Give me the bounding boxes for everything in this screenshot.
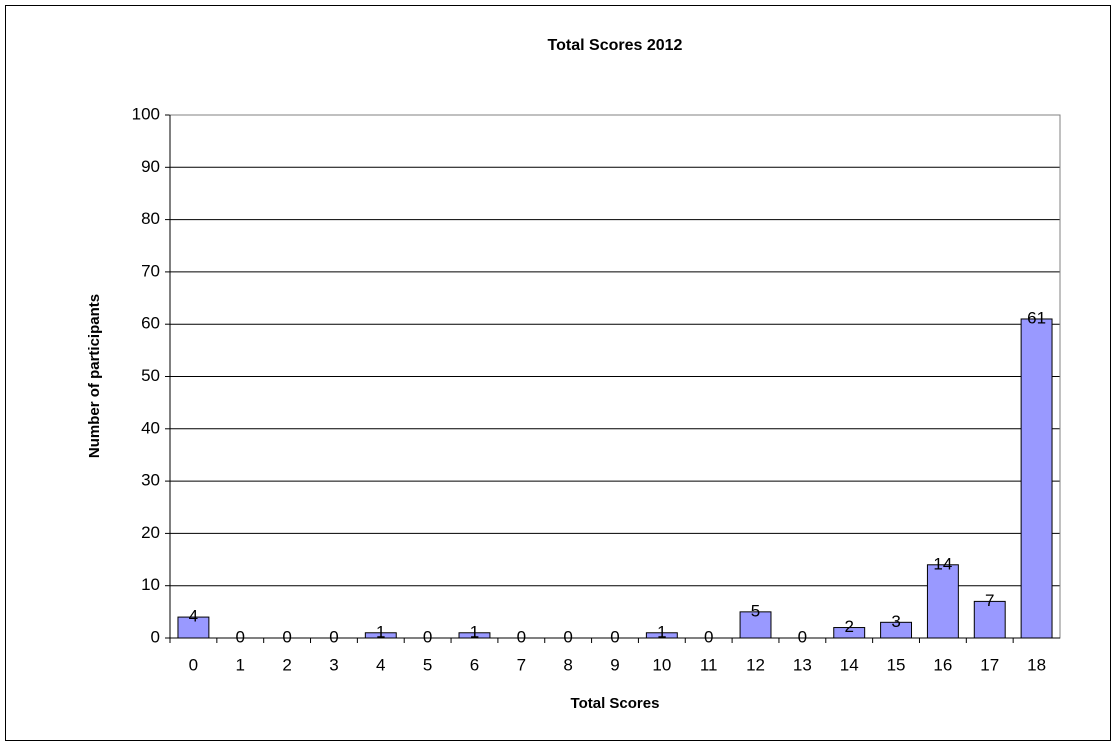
y-tick-label: 50: [141, 366, 160, 385]
x-tick-label: 2: [282, 655, 291, 674]
y-tick-label: 100: [132, 104, 160, 123]
y-tick-label: 90: [141, 157, 160, 176]
bar: [1020, 318, 1053, 639]
y-tick-label: 20: [141, 523, 160, 542]
y-axis-title: Number of participants: [86, 294, 103, 458]
data-label: 14: [933, 554, 952, 573]
x-tick-label: 11: [700, 655, 718, 674]
data-label: 0: [329, 627, 338, 646]
chart-title: Total Scores 2012: [548, 37, 683, 54]
x-tick-label: 8: [563, 655, 572, 674]
data-label: 1: [657, 622, 666, 641]
x-tick-label: 18: [1027, 655, 1046, 674]
x-tick-label: 13: [793, 655, 812, 674]
x-tick-label: 6: [470, 655, 479, 674]
y-tick-label: 40: [141, 418, 160, 437]
bar: [926, 564, 959, 639]
data-label: 0: [236, 627, 245, 646]
data-label: 5: [751, 601, 760, 620]
x-tick-label: 3: [329, 655, 338, 674]
data-label: 4: [189, 607, 198, 626]
x-axis-title: Total Scores: [571, 695, 660, 712]
x-tick-label: 14: [840, 655, 859, 674]
data-label: 1: [470, 622, 479, 641]
data-label: 0: [282, 627, 291, 646]
data-label: 0: [517, 627, 526, 646]
data-label: 0: [563, 627, 572, 646]
x-tick-label: 16: [933, 655, 952, 674]
data-label: 1: [376, 622, 385, 641]
x-tick-label: 5: [423, 655, 432, 674]
data-label: 0: [423, 627, 432, 646]
x-tick-label: 15: [887, 655, 906, 674]
x-tick-label: 17: [980, 655, 999, 674]
y-tick-label: 10: [141, 575, 160, 594]
x-tick-label: 7: [517, 655, 526, 674]
y-tick-label: 70: [141, 261, 160, 280]
x-tick-label: 9: [610, 655, 619, 674]
data-label: 7: [985, 591, 994, 610]
y-tick-label: 30: [141, 471, 160, 490]
data-label: 2: [844, 617, 853, 636]
data-label: 0: [704, 627, 713, 646]
x-tick-label: 0: [189, 655, 198, 674]
x-tick-label: 1: [236, 655, 245, 674]
x-tick-label: 12: [746, 655, 765, 674]
data-label: 3: [891, 612, 900, 631]
data-label: 0: [798, 627, 807, 646]
data-label: 0: [610, 627, 619, 646]
y-tick-label: 80: [141, 209, 160, 228]
x-tick-label: 10: [652, 655, 671, 674]
bar: [973, 600, 1006, 639]
data-label: 61: [1027, 308, 1046, 327]
y-tick-label: 60: [141, 314, 160, 333]
y-tick-label: 0: [151, 627, 160, 646]
x-tick-label: 4: [376, 655, 385, 674]
